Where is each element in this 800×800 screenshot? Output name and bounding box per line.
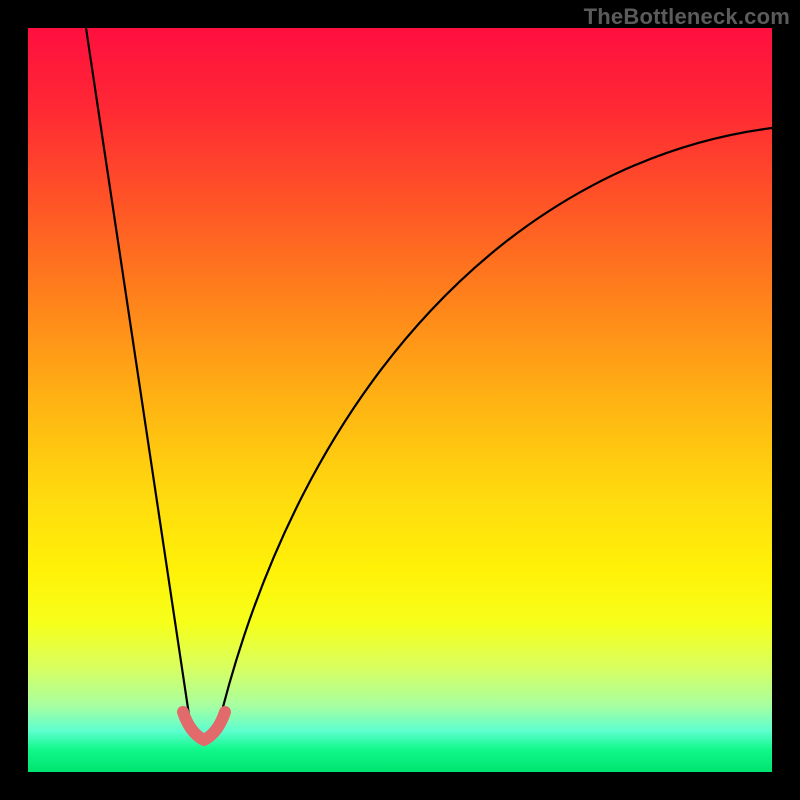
plot-area bbox=[28, 28, 772, 772]
chart-stage: TheBottleneck.com bbox=[0, 0, 800, 800]
watermark-label: TheBottleneck.com bbox=[584, 4, 790, 30]
bottleneck-chart bbox=[0, 0, 800, 800]
